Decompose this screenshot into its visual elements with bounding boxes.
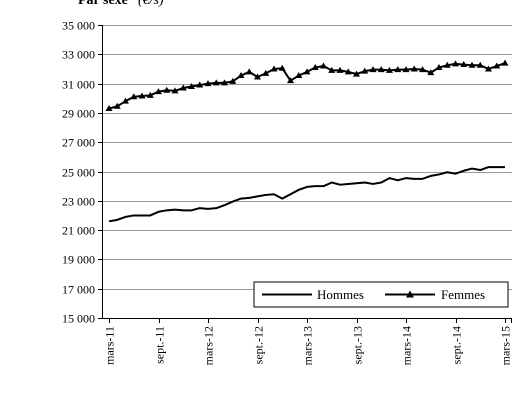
series-line-hommes xyxy=(108,166,505,223)
legend-marker-femmes xyxy=(406,290,414,298)
data-point-femmes xyxy=(410,65,418,72)
data-point-femmes xyxy=(155,88,162,95)
data-point-femmes xyxy=(229,77,237,84)
data-point-femmes xyxy=(146,91,154,98)
data-point-femmes xyxy=(419,66,426,73)
x-tick-label: mars-14 xyxy=(400,326,414,365)
data-point-femmes xyxy=(361,67,369,74)
chart-title-suffix: (€/s) xyxy=(138,0,164,8)
chart-title: Par sexe (€/s) xyxy=(78,0,164,8)
data-point-femmes xyxy=(262,69,270,76)
data-point-femmes xyxy=(460,61,468,68)
data-point-femmes xyxy=(443,61,451,68)
y-tick-label: 25 000 xyxy=(62,166,95,180)
y-tick-label: 29 000 xyxy=(62,107,95,121)
legend: Hommes Femmes xyxy=(253,281,509,308)
x-tick-label: mars-12 xyxy=(202,326,216,365)
legend-label-hommes: Hommes xyxy=(317,287,364,302)
data-point-femmes xyxy=(122,97,129,104)
data-point-femmes xyxy=(138,92,146,99)
data-point-femmes xyxy=(386,66,393,73)
data-point-femmes xyxy=(311,63,319,70)
data-point-femmes xyxy=(402,66,410,73)
data-point-femmes xyxy=(303,68,311,75)
data-point-femmes xyxy=(188,83,195,90)
data-point-femmes xyxy=(278,64,286,71)
data-point-femmes xyxy=(427,69,435,76)
series-layer xyxy=(105,59,509,223)
y-tick-label: 27 000 xyxy=(62,136,95,150)
legend-label-femmes: Femmes xyxy=(441,287,485,302)
data-point-femmes xyxy=(204,80,212,87)
data-point-femmes xyxy=(130,93,138,100)
y-tick-label: 31 000 xyxy=(62,78,95,92)
y-tick-label: 35 000 xyxy=(62,19,95,33)
data-point-femmes xyxy=(501,59,509,66)
legend-box xyxy=(253,281,509,308)
x-tick-label: sept.-13 xyxy=(351,326,365,364)
x-tick-label: sept.-11 xyxy=(153,326,167,364)
data-point-femmes xyxy=(344,68,352,75)
data-point-femmes xyxy=(221,79,228,86)
y-tick-label: 15 000 xyxy=(62,312,95,326)
x-tick-label: mars-11 xyxy=(103,326,117,365)
data-point-femmes xyxy=(493,62,501,69)
data-point-femmes xyxy=(254,73,261,80)
data-point-femmes xyxy=(196,81,204,88)
data-point-femmes xyxy=(212,79,220,86)
y-tick-label: 23 000 xyxy=(62,195,95,209)
data-point-femmes xyxy=(171,87,179,94)
data-point-femmes xyxy=(336,66,344,73)
y-tick-label: 21 000 xyxy=(62,224,95,238)
data-point-femmes xyxy=(163,86,171,93)
data-point-femmes xyxy=(476,61,484,68)
data-point-femmes xyxy=(113,102,121,109)
data-point-femmes xyxy=(468,61,476,68)
data-point-femmes xyxy=(394,66,402,73)
data-point-femmes xyxy=(295,72,303,79)
data-point-femmes xyxy=(452,60,459,67)
data-point-femmes xyxy=(377,66,385,73)
y-tick-label: 19 000 xyxy=(62,253,95,267)
data-point-femmes xyxy=(320,62,327,69)
chart-title-text: Par sexe xyxy=(78,0,128,8)
data-point-femmes xyxy=(435,63,443,70)
data-point-femmes xyxy=(353,70,360,77)
x-tick-label: mars-13 xyxy=(301,326,315,365)
data-point-femmes xyxy=(328,66,336,73)
data-point-femmes xyxy=(369,66,377,73)
data-point-femmes xyxy=(179,84,187,91)
data-point-femmes xyxy=(270,65,278,72)
y-tick-label: 17 000 xyxy=(62,283,95,297)
data-point-femmes xyxy=(485,65,492,72)
gridlines xyxy=(102,25,512,290)
data-point-femmes xyxy=(287,77,294,84)
x-tick-label: mars-15 xyxy=(499,326,513,365)
data-point-femmes xyxy=(237,72,245,79)
x-tick-label: sept.-12 xyxy=(252,326,266,364)
data-point-femmes xyxy=(105,105,113,111)
y-tick-label: 33 000 xyxy=(62,48,95,62)
x-tick-label: sept.-14 xyxy=(450,326,464,364)
x-axis: mars-11 sept.-11 mars-12 sept.-12 mars-13 sep… xyxy=(102,318,513,365)
y-axis: 15 000 17 000 19 000 21 000 23 000 25 000 27 0… xyxy=(62,19,103,326)
data-point-femmes xyxy=(245,68,253,75)
